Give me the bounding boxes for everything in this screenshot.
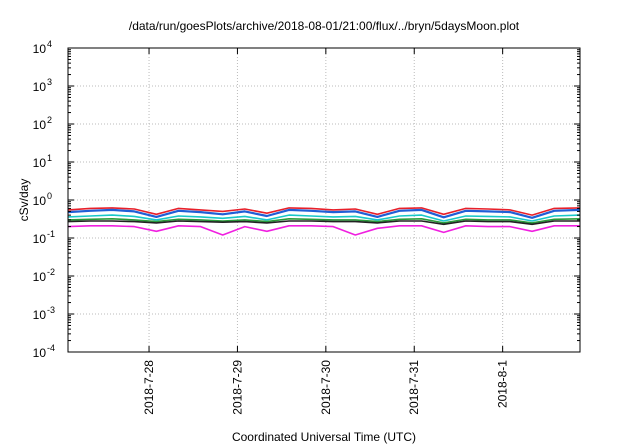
y-tick-exponent: 4 bbox=[47, 39, 52, 49]
x-tick-label: 2018-7-31 bbox=[407, 360, 421, 415]
y-tick-exponent: -4 bbox=[47, 343, 55, 353]
y-tick-exponent: 3 bbox=[47, 77, 52, 87]
y-tick-label: 10 bbox=[33, 232, 47, 246]
series-line-1 bbox=[67, 207, 581, 216]
y-tick-label: 10 bbox=[33, 270, 47, 284]
y-tick-label: 10 bbox=[33, 42, 47, 56]
series-group bbox=[67, 207, 581, 236]
chart-title: /data/run/goesPlots/archive/2018-08-01/2… bbox=[129, 19, 520, 33]
series-line-3 bbox=[67, 214, 581, 222]
y-tick-exponent: -3 bbox=[47, 305, 55, 315]
grid bbox=[68, 48, 580, 352]
y-tick-label: 10 bbox=[33, 308, 47, 322]
y-tick-exponent: -2 bbox=[47, 267, 55, 277]
x-tick-label: 2018-8-1 bbox=[496, 360, 510, 408]
y-tick-label: 10 bbox=[33, 194, 47, 208]
y-tick-label: 10 bbox=[33, 346, 47, 360]
series-line-4 bbox=[67, 218, 581, 224]
x-tick-label: 2018-7-28 bbox=[142, 360, 156, 415]
x-axis: 2018-7-28 2018-7-29 2018-7-30 2018-7-31 2018… bbox=[142, 48, 510, 415]
y-axis-label: cSv/day bbox=[17, 179, 31, 222]
y-tick-label: 10 bbox=[33, 80, 47, 94]
series-line-6 bbox=[67, 225, 580, 236]
y-tick-label: 10 bbox=[33, 118, 47, 132]
y-tick-exponent: -1 bbox=[47, 229, 55, 239]
y-tick-exponent: 2 bbox=[47, 115, 52, 125]
x-tick-label: 2018-7-30 bbox=[319, 360, 333, 415]
y-tick-exponent: 1 bbox=[47, 153, 52, 163]
x-axis-label: Coordinated Universal Time (UTC) bbox=[232, 430, 416, 444]
series-line-2 bbox=[67, 208, 581, 219]
y-tick-label: 10 bbox=[33, 156, 47, 170]
x-tick-label: 2018-7-29 bbox=[230, 360, 244, 415]
series-line-5 bbox=[67, 220, 580, 226]
y-tick-exponent: 0 bbox=[47, 191, 52, 201]
